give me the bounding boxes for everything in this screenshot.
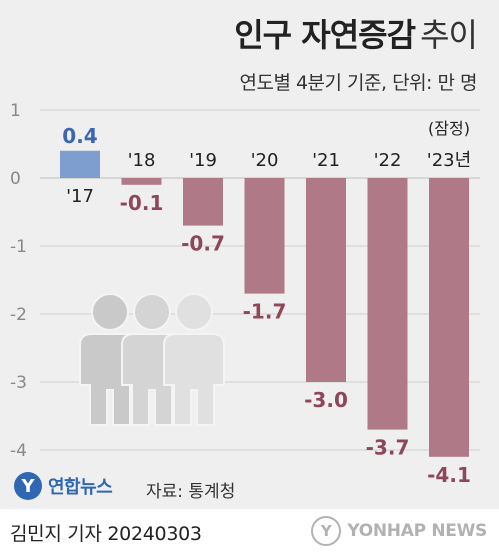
- yonhap-logo-text: 연합뉴스: [48, 477, 113, 498]
- data-label: -1.7: [243, 300, 287, 324]
- yonhap-logo: Y 연합뉴스: [14, 472, 113, 500]
- y-tick-label: -2: [10, 305, 27, 325]
- y-tick-label: -4: [10, 441, 27, 461]
- data-label: -0.7: [181, 232, 225, 256]
- bar: [367, 178, 408, 430]
- y-tick-label: -1: [10, 237, 27, 257]
- byline: 김민지 기자 20240303: [10, 523, 202, 545]
- x-tick-label: '22: [374, 150, 402, 171]
- footer-bar: [0, 509, 499, 558]
- bar: [60, 150, 100, 178]
- y-tick-label: -3: [10, 373, 27, 393]
- x-tick-label: '23년: [427, 150, 471, 171]
- x-tick-label: '20: [251, 150, 279, 171]
- x-tick-label: '17: [66, 186, 94, 207]
- title: 인구 자연증감 추이: [234, 10, 478, 56]
- subtitle: 연도별 4분기 기준, 단위: 만 명: [239, 72, 477, 94]
- bar: [429, 178, 469, 457]
- bar: [121, 178, 162, 185]
- bar: [244, 178, 285, 294]
- bar: [306, 178, 346, 382]
- title-bold: 인구 자연증감: [234, 16, 416, 54]
- source-note: 자료: 통계청: [146, 482, 236, 502]
- annotation: (잠정): [428, 119, 470, 138]
- y-tick-label: 1: [10, 101, 21, 121]
- title-light: 추이: [420, 16, 478, 54]
- x-tick-label: '21: [312, 150, 340, 171]
- yonhap-logo-icon: Y: [14, 472, 42, 500]
- yonhap-news-logo: Y YONHAP NEWS: [311, 516, 487, 546]
- people-silhouette-icon: [163, 293, 225, 426]
- bar: [183, 178, 223, 226]
- data-label: -3.7: [366, 436, 410, 460]
- data-label: -3.0: [304, 388, 348, 412]
- yonhap-news-logo-text: YONHAP NEWS: [347, 521, 487, 541]
- x-tick-label: '18: [128, 150, 156, 171]
- x-tick-label: '19: [189, 150, 217, 171]
- yonhap-news-logo-icon: Y: [311, 516, 342, 546]
- data-label: -0.1: [120, 191, 164, 215]
- data-label: 0.4: [62, 124, 97, 148]
- y-tick-label: 0: [10, 169, 21, 189]
- data-label: -4.1: [427, 463, 471, 487]
